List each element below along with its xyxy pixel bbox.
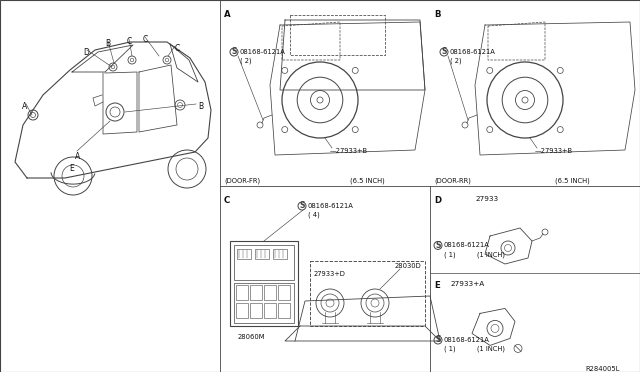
Text: S: S	[231, 48, 237, 57]
Text: ( 2): ( 2)	[450, 57, 461, 64]
Text: ( 1)          (1 INCH): ( 1) (1 INCH)	[444, 346, 505, 353]
Text: (DOOR-RR): (DOOR-RR)	[434, 178, 471, 185]
Bar	[278, 303, 290, 318]
Text: B: B	[198, 102, 203, 111]
Text: E: E	[69, 164, 74, 173]
Text: 28060M: 28060M	[238, 334, 266, 340]
Text: D: D	[434, 196, 441, 205]
Bar	[236, 285, 248, 300]
Text: ( 1)          (1 INCH): ( 1) (1 INCH)	[444, 251, 505, 258]
Bar	[250, 303, 262, 318]
Bar	[278, 285, 290, 300]
Text: —27933+B: —27933+B	[330, 148, 368, 154]
Text: 08168-6121A: 08168-6121A	[444, 243, 490, 248]
Text: 28030D: 28030D	[395, 263, 422, 269]
Text: (6.5 INCH): (6.5 INCH)	[350, 178, 385, 185]
Text: 08168-6121A: 08168-6121A	[240, 49, 286, 55]
Text: R284005L: R284005L	[585, 366, 620, 372]
Text: C: C	[224, 196, 230, 205]
Bar	[255, 249, 269, 259]
Text: ( 2): ( 2)	[240, 57, 252, 64]
Text: A: A	[224, 10, 230, 19]
Text: C: C	[127, 37, 132, 46]
Text: A: A	[22, 102, 28, 111]
Bar	[234, 245, 294, 280]
Text: (6.5 INCH): (6.5 INCH)	[555, 178, 589, 185]
Text: E: E	[434, 282, 440, 291]
Bar	[234, 283, 294, 323]
Text: 27933+A: 27933+A	[450, 282, 484, 288]
Bar	[230, 241, 298, 326]
Text: 08168-6121A: 08168-6121A	[450, 49, 496, 55]
Text: S: S	[441, 48, 447, 57]
Bar	[273, 249, 287, 259]
Text: ( 4): ( 4)	[308, 211, 320, 218]
Text: 08168-6121A: 08168-6121A	[444, 337, 490, 343]
Text: S: S	[300, 202, 305, 211]
Bar	[250, 285, 262, 300]
Text: B: B	[434, 10, 440, 19]
Text: C: C	[175, 44, 180, 53]
Text: 08168-6121A: 08168-6121A	[308, 203, 354, 209]
Text: D: D	[83, 48, 89, 57]
Text: (DOOR-FR): (DOOR-FR)	[224, 178, 260, 185]
Bar	[236, 303, 248, 318]
Text: 27933: 27933	[475, 196, 498, 202]
Text: B: B	[105, 39, 110, 48]
Text: —27933+B: —27933+B	[535, 148, 573, 154]
Text: C: C	[143, 35, 148, 44]
Text: S: S	[435, 241, 441, 250]
Bar	[264, 303, 276, 318]
Bar	[237, 249, 251, 259]
Text: 27933+D: 27933+D	[314, 271, 346, 277]
Bar	[264, 285, 276, 300]
Text: S: S	[435, 336, 441, 344]
Text: A: A	[75, 152, 80, 161]
Bar	[310, 261, 425, 326]
